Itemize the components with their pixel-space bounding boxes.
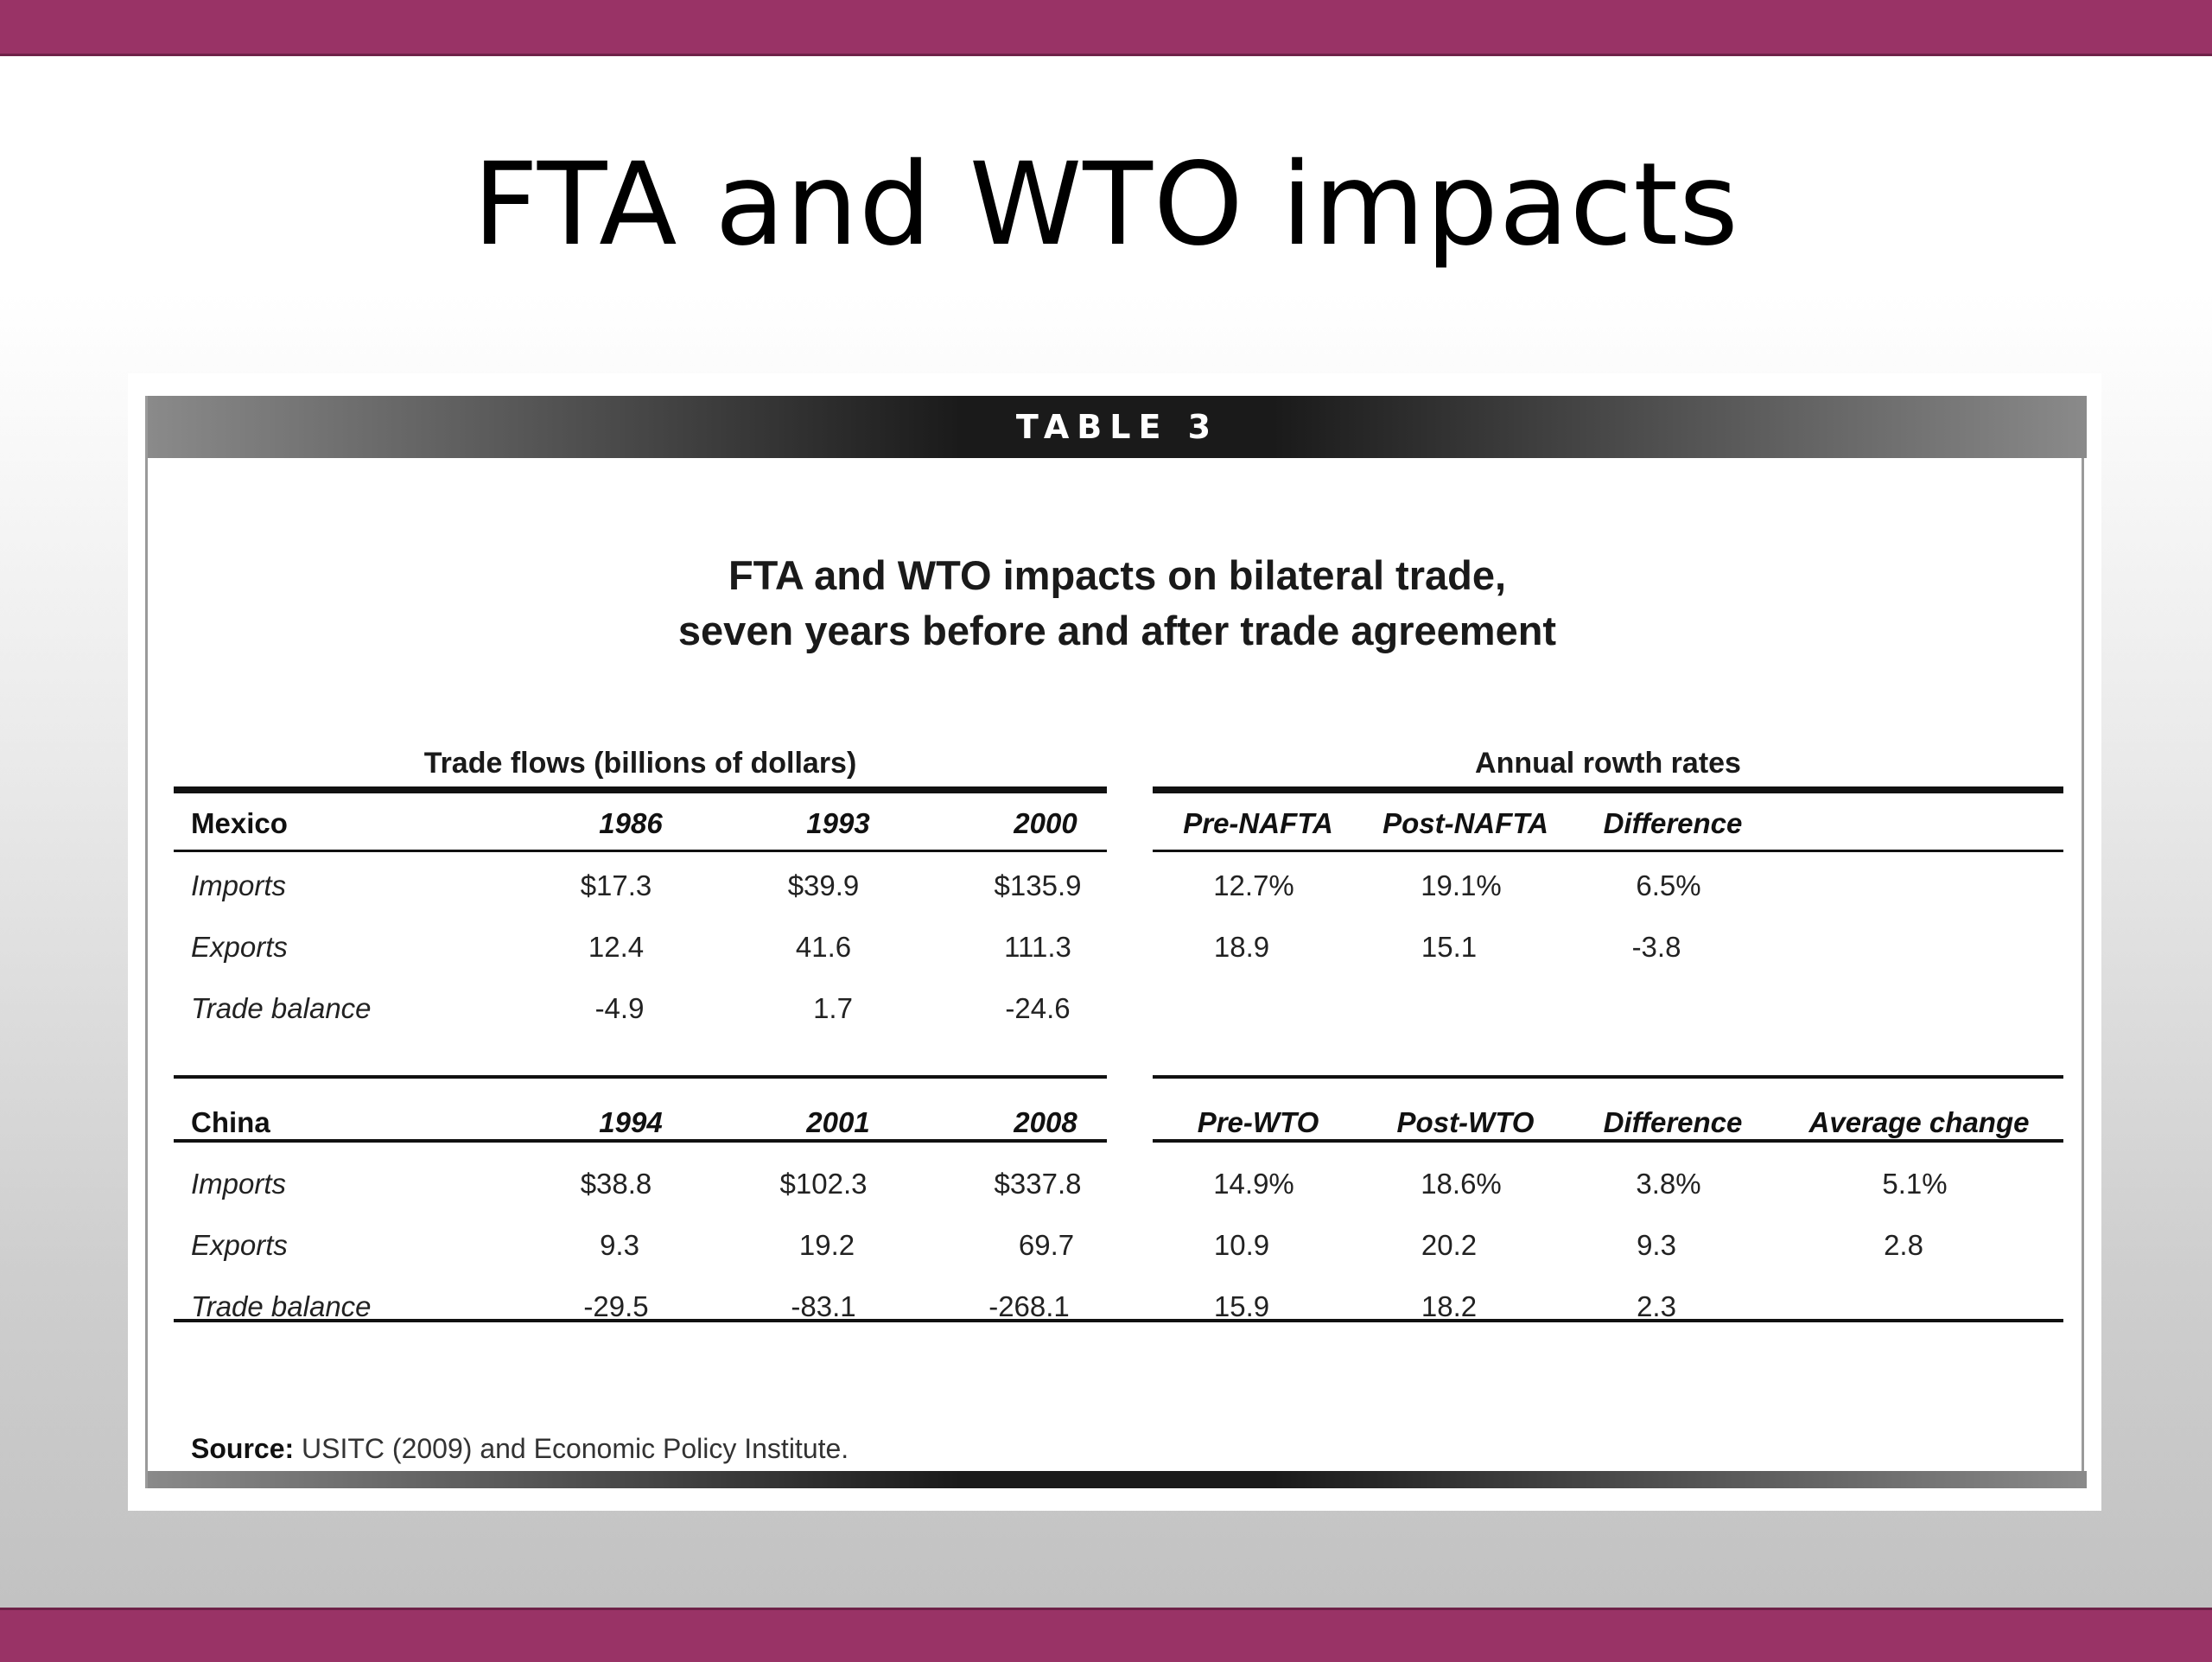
mexico-header-year-1: 1986 [599, 807, 663, 839]
mexico-exports-2000: 111.3 [1004, 931, 1071, 963]
mexico-header-year-2: 1993 [806, 807, 870, 839]
source-label: Source: [191, 1433, 295, 1464]
table-title: FTA and WTO impacts on bilateral trade, … [148, 548, 2087, 659]
source-text: USITC (2009) and Economic Policy Institu… [302, 1433, 849, 1464]
china-exports-average-change: 2.8 [1884, 1229, 1923, 1261]
china-row-exports-label: Exports [191, 1229, 288, 1261]
mexico-exports-difference: -3.8 [1631, 931, 1681, 963]
china-imports-1994: $38.8 [580, 1168, 652, 1200]
bottom-band [0, 1608, 2212, 1662]
china-balance-2001: -83.1 [791, 1290, 856, 1322]
china-imports-2008: $337.8 [994, 1168, 1082, 1200]
mexico-balance-1993: 1.7 [813, 992, 853, 1024]
china-header-difference: Difference [1603, 1106, 1743, 1138]
china-balance-1994: -29.5 [583, 1290, 649, 1322]
mexico-row-exports-label: Exports [191, 931, 288, 963]
table-bottom-rule [174, 1319, 2063, 1322]
china-exports-2008: 69.7 [1018, 1229, 1075, 1261]
table-title-line1: FTA and WTO impacts on bilateral trade, [728, 552, 1507, 598]
source-note: Source: USITC (2009) and Economic Policy… [191, 1433, 849, 1465]
china-exports-difference: 9.3 [1637, 1229, 1676, 1261]
mexico-top-rule-left [174, 786, 1107, 793]
mexico-exports-1993: 41.6 [795, 931, 852, 963]
china-row-balance-label: Trade balance [191, 1290, 372, 1322]
mexico-header-rule-right [1153, 850, 2063, 852]
china-balance-2008: -268.1 [988, 1290, 1070, 1322]
mexico-imports-post: 19.1% [1421, 869, 1502, 901]
china-exports-pre: 10.9 [1213, 1229, 1270, 1261]
mexico-top-rule-right [1153, 786, 2063, 793]
table-label: TABLE 3 [148, 396, 2087, 458]
mexico-imports-difference: 6.5% [1636, 869, 1701, 901]
china-header-year-3: 2008 [1014, 1106, 1077, 1138]
china-balance-difference: 2.3 [1637, 1290, 1676, 1322]
table-panel: TABLE 3 FTA and WTO impacts on bilateral… [145, 396, 2087, 1488]
table-title-line2: seven years before and after trade agree… [677, 608, 1557, 653]
china-exports-1994: 9.3 [600, 1229, 639, 1261]
china-header-country: China [191, 1106, 270, 1138]
growth-rates-group-label: Annual rowth rates [1475, 747, 1741, 780]
china-imports-average-change: 5.1% [1882, 1168, 1948, 1200]
mexico-header-post: Post-NAFTA [1382, 807, 1548, 839]
china-header-rule-right [1153, 1139, 2063, 1143]
mexico-imports-2000: $135.9 [994, 869, 1082, 901]
china-exports-post: 20.2 [1421, 1229, 1478, 1261]
mexico-exports-post: 15.1 [1421, 931, 1478, 963]
china-exports-2001: 19.2 [798, 1229, 855, 1261]
china-header-average-change: Average change [1808, 1106, 2030, 1138]
mexico-imports-1993: $39.9 [787, 869, 860, 901]
mexico-balance-2000: -24.6 [1005, 992, 1071, 1024]
mexico-header-rule-left [174, 850, 1107, 852]
mexico-header-country: Mexico [191, 807, 288, 839]
china-imports-post: 18.6% [1421, 1168, 1502, 1200]
china-header-rule-left [174, 1139, 1107, 1143]
china-top-rule-right [1153, 1075, 2063, 1079]
china-header-pre: Pre-WTO [1197, 1106, 1319, 1138]
table-footer-bar [148, 1471, 2087, 1488]
china-imports-difference: 3.8% [1636, 1168, 1701, 1200]
mexico-balance-1986: -4.9 [594, 992, 645, 1024]
china-top-rule-left [174, 1075, 1107, 1079]
trade-flows-group-label: Trade flows (billions of dollars) [423, 747, 857, 780]
china-balance-post: 18.2 [1421, 1290, 1478, 1322]
mexico-exports-pre: 18.9 [1213, 931, 1270, 963]
china-header-post: Post-WTO [1396, 1106, 1535, 1138]
mexico-header-difference: Difference [1603, 807, 1743, 839]
mexico-imports-pre: 12.7% [1213, 869, 1294, 901]
china-header-year-2: 2001 [806, 1106, 870, 1138]
mexico-row-balance-label: Trade balance [191, 992, 372, 1024]
mexico-header-pre: Pre-NAFTA [1183, 807, 1333, 839]
mexico-exports-1986: 12.4 [588, 931, 645, 963]
slide-title: FTA and WTO impacts [473, 138, 1739, 271]
mexico-imports-1986: $17.3 [580, 869, 652, 901]
china-balance-pre: 15.9 [1213, 1290, 1270, 1322]
table-figure: TABLE 3 FTA and WTO impacts on bilateral… [128, 373, 2101, 1511]
mexico-header-year-3: 2000 [1014, 807, 1077, 839]
china-imports-pre: 14.9% [1213, 1168, 1294, 1200]
china-header-year-1: 1994 [599, 1106, 663, 1138]
china-row-imports-label: Imports [191, 1168, 287, 1200]
top-band [0, 0, 2212, 56]
mexico-row-imports-label: Imports [191, 869, 287, 901]
china-imports-2001: $102.3 [779, 1168, 868, 1200]
